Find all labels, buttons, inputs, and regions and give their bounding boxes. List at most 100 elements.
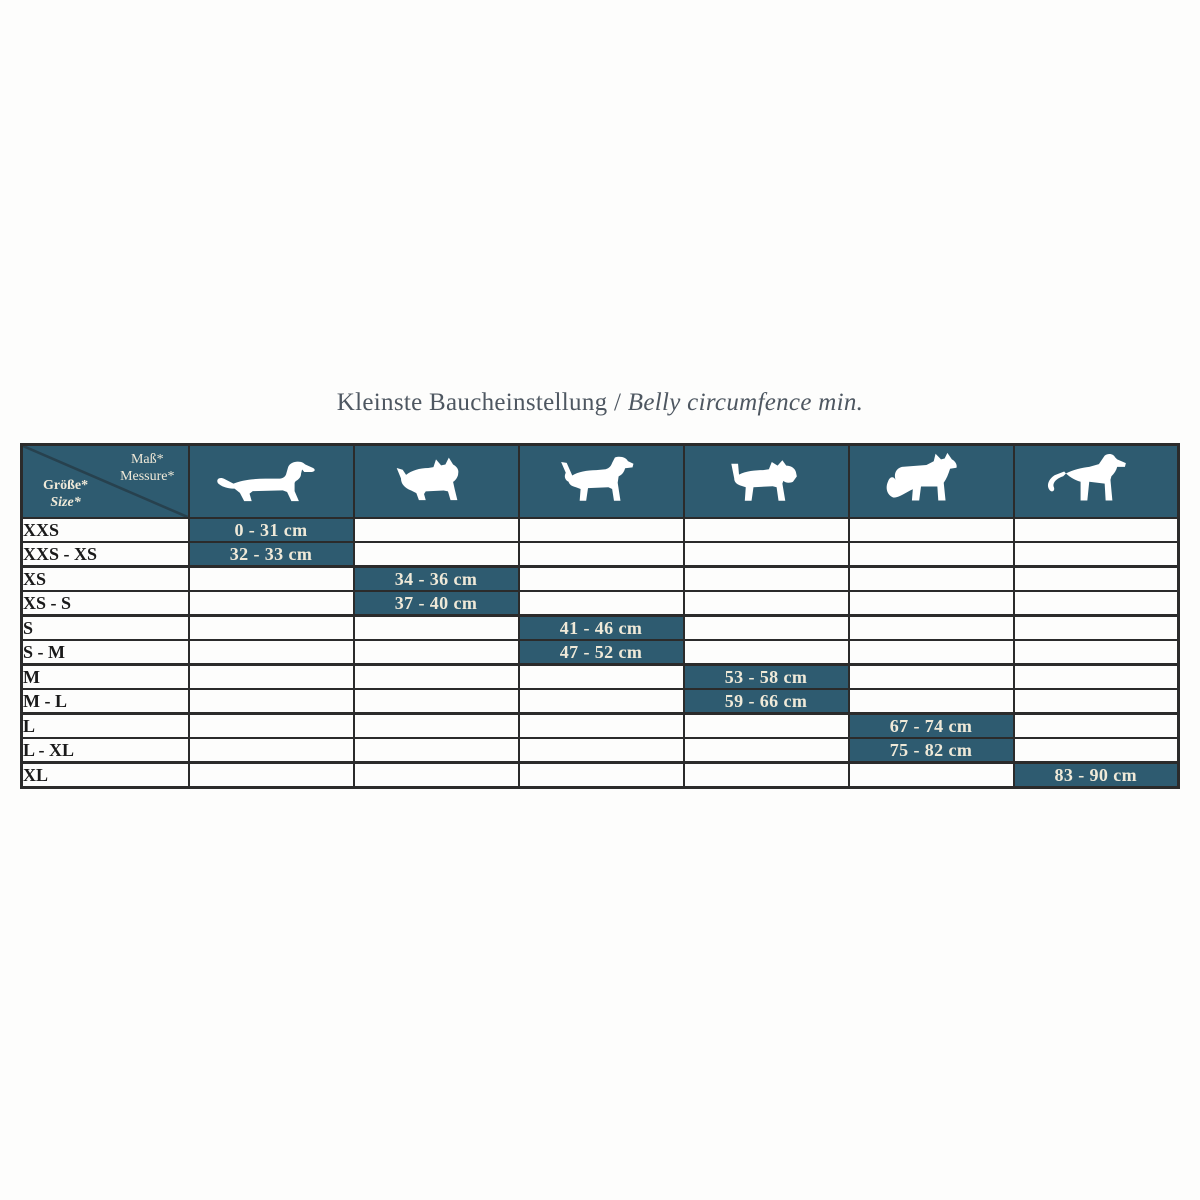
empty-cell [847, 663, 1015, 690]
size-label: S [20, 614, 190, 641]
belly-range-cell: 83 - 90 cm [1012, 761, 1180, 789]
column-header-husky [847, 443, 1015, 519]
size-row-l-xl: L - XL 75 - 82 cm [20, 737, 1180, 764]
empty-cell [517, 712, 685, 739]
empty-cell [352, 688, 520, 715]
empty-cell [187, 688, 355, 715]
empty-cell [187, 614, 355, 641]
empty-cell [187, 663, 355, 690]
size-table: Maß* Messure* Größe* Size* XXS 0 - 31 cm X… [20, 443, 1180, 789]
great-dane-icon [1047, 454, 1126, 501]
size-label: XXS [20, 517, 190, 543]
belly-range-cell: 67 - 74 cm [847, 712, 1015, 739]
empty-cell [682, 541, 850, 568]
empty-cell [517, 565, 685, 592]
belly-range-cell: 47 - 52 cm [517, 639, 685, 666]
size-row-xs: XS 34 - 36 cm [20, 565, 1180, 592]
corner-cell: Maß* Messure* Größe* Size* [20, 443, 190, 519]
empty-cell [1012, 663, 1180, 690]
empty-cell [847, 590, 1015, 617]
empty-cell [682, 737, 850, 764]
empty-cell [352, 737, 520, 764]
size-label-en: Size* [50, 495, 81, 510]
size-row-m-l: M - L 59 - 66 cm [20, 688, 1180, 715]
pointer-dog-icon [561, 456, 634, 501]
size-label: M - L [20, 688, 190, 715]
column-header-small-terrier [352, 443, 520, 519]
size-label: XS [20, 565, 190, 592]
empty-cell [187, 761, 355, 789]
empty-cell [682, 590, 850, 617]
diagonal-divider [23, 446, 188, 517]
empty-cell [1012, 614, 1180, 641]
empty-cell [847, 541, 1015, 568]
size-row-xl: XL 83 - 90 cm [20, 761, 1180, 789]
empty-cell [187, 565, 355, 592]
empty-cell [1012, 688, 1180, 715]
measure-header: Maß* Messure* [120, 451, 174, 485]
empty-cell [847, 688, 1015, 715]
empty-cell [1012, 565, 1180, 592]
column-header-dachshund [187, 443, 355, 519]
husky-icon [886, 452, 957, 501]
empty-cell [682, 761, 850, 789]
empty-cell [847, 565, 1015, 592]
measure-label-de: Maß* [130, 452, 164, 467]
empty-cell [187, 639, 355, 666]
size-row-xs-s: XS - S 37 - 40 cm [20, 590, 1180, 617]
belly-range-cell: 32 - 33 cm [187, 541, 355, 568]
belly-range-cell: 0 - 31 cm [187, 517, 355, 543]
empty-cell [1012, 737, 1180, 764]
empty-cell [352, 614, 520, 641]
size-label-de: Größe* [43, 478, 89, 493]
empty-cell [847, 639, 1015, 666]
column-header-great-dane [1012, 443, 1180, 519]
size-label: XL [20, 761, 190, 789]
chart-title-german: Kleinste Baucheinstellung / [336, 389, 622, 416]
dachshund-icon [217, 461, 315, 502]
empty-cell [1012, 517, 1180, 543]
belly-range-cell: 37 - 40 cm [352, 590, 520, 617]
empty-cell [187, 712, 355, 739]
empty-cell [352, 761, 520, 789]
measure-label-en: Messure* [120, 469, 175, 484]
empty-cell [352, 639, 520, 666]
size-row-l: L 67 - 74 cm [20, 712, 1180, 739]
empty-cell [187, 590, 355, 617]
empty-cell [352, 663, 520, 690]
empty-cell [517, 590, 685, 617]
column-header-pointer [517, 443, 685, 519]
empty-cell [682, 639, 850, 666]
empty-cell [682, 614, 850, 641]
empty-cell [847, 517, 1015, 543]
empty-cell [1012, 639, 1180, 666]
empty-cell [352, 712, 520, 739]
size-row-s: S 41 - 46 cm [20, 614, 1180, 641]
empty-cell [517, 517, 685, 543]
column-header-schnauzer [682, 443, 850, 519]
empty-cell [352, 541, 520, 568]
empty-cell [517, 761, 685, 789]
size-label: S - M [20, 639, 190, 666]
size-header: Größe* Size* [43, 477, 88, 511]
size-label: M [20, 663, 190, 690]
header-row: Maß* Messure* Größe* Size* [20, 443, 1180, 519]
empty-cell [517, 688, 685, 715]
empty-cell [847, 761, 1015, 789]
belly-range-cell: 59 - 66 cm [682, 688, 850, 715]
belly-range-cell: 41 - 46 cm [517, 614, 685, 641]
belly-range-cell: 34 - 36 cm [352, 565, 520, 592]
size-row-m: M 53 - 58 cm [20, 663, 1180, 690]
empty-cell [847, 614, 1015, 641]
schnauzer-icon [731, 460, 797, 501]
empty-cell [517, 737, 685, 764]
size-row-xxs-xs: XXS - XS 32 - 33 cm [20, 541, 1180, 568]
empty-cell [1012, 712, 1180, 739]
size-row-s-m: S - M 47 - 52 cm [20, 639, 1180, 666]
size-label: XS - S [20, 590, 190, 617]
empty-cell [682, 517, 850, 543]
empty-cell [682, 565, 850, 592]
small-terrier-icon [396, 457, 459, 501]
empty-cell [1012, 541, 1180, 568]
